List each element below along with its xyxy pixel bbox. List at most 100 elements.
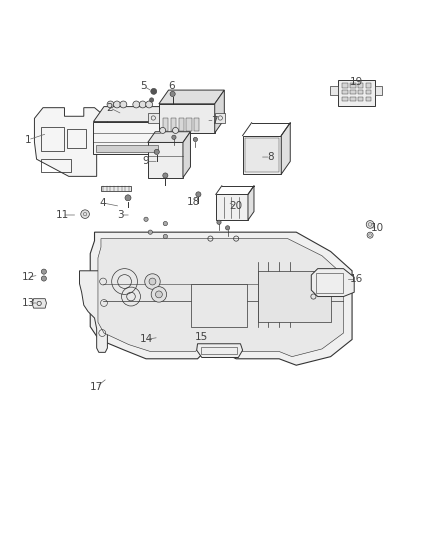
Bar <box>358 97 364 101</box>
Polygon shape <box>93 122 160 154</box>
Circle shape <box>367 232 373 238</box>
Text: 1: 1 <box>25 135 31 145</box>
Polygon shape <box>197 344 243 358</box>
Bar <box>358 83 364 87</box>
Polygon shape <box>159 90 224 104</box>
Text: 11: 11 <box>56 210 69 220</box>
Polygon shape <box>216 195 248 220</box>
Circle shape <box>163 221 167 225</box>
Circle shape <box>170 91 175 96</box>
Circle shape <box>144 217 148 221</box>
Text: 14: 14 <box>139 335 153 344</box>
Circle shape <box>107 101 114 108</box>
Circle shape <box>41 276 46 281</box>
Polygon shape <box>148 113 159 123</box>
Bar <box>41 127 64 151</box>
Bar <box>41 159 71 172</box>
Circle shape <box>155 291 162 298</box>
Polygon shape <box>79 271 116 352</box>
Bar <box>194 118 199 131</box>
Polygon shape <box>215 90 224 133</box>
Bar <box>95 145 158 152</box>
Bar <box>101 186 131 191</box>
Polygon shape <box>90 232 352 365</box>
Bar <box>350 83 356 87</box>
Bar <box>343 83 348 87</box>
Circle shape <box>217 220 221 224</box>
Polygon shape <box>159 104 215 133</box>
Circle shape <box>154 149 159 155</box>
Bar <box>187 118 191 131</box>
Polygon shape <box>183 132 191 177</box>
Bar <box>366 83 371 87</box>
Text: 19: 19 <box>350 77 363 87</box>
Text: 2: 2 <box>106 103 113 112</box>
Text: 5: 5 <box>141 81 147 91</box>
Circle shape <box>149 98 154 102</box>
Text: 4: 4 <box>100 198 106 208</box>
Circle shape <box>193 138 198 142</box>
Text: 15: 15 <box>195 332 208 342</box>
Circle shape <box>226 225 230 230</box>
Circle shape <box>146 101 152 108</box>
Circle shape <box>139 101 146 108</box>
Polygon shape <box>215 113 226 123</box>
Bar <box>330 86 338 95</box>
Circle shape <box>172 135 176 140</box>
Bar <box>201 347 237 354</box>
Bar <box>258 271 331 322</box>
Text: 20: 20 <box>230 201 243 212</box>
Circle shape <box>151 287 166 302</box>
Bar <box>67 129 86 149</box>
Circle shape <box>151 88 157 94</box>
Bar <box>350 90 356 94</box>
Text: 12: 12 <box>21 272 35 282</box>
Text: 9: 9 <box>143 156 149 166</box>
Text: 18: 18 <box>187 197 200 207</box>
Polygon shape <box>281 123 290 174</box>
Circle shape <box>149 278 156 285</box>
Bar <box>338 80 374 106</box>
Polygon shape <box>245 138 279 172</box>
Circle shape <box>113 101 120 108</box>
Circle shape <box>160 127 166 133</box>
Polygon shape <box>148 142 183 177</box>
Circle shape <box>120 101 127 108</box>
Text: 6: 6 <box>169 81 175 91</box>
Text: 13: 13 <box>21 298 35 308</box>
Circle shape <box>173 127 179 133</box>
Text: 16: 16 <box>350 274 363 285</box>
Text: 17: 17 <box>90 382 103 392</box>
Text: 10: 10 <box>371 223 385 233</box>
Bar <box>350 97 356 101</box>
Circle shape <box>196 192 201 197</box>
Text: 8: 8 <box>267 152 274 162</box>
Circle shape <box>133 101 140 108</box>
Circle shape <box>148 230 152 235</box>
Bar <box>366 90 371 94</box>
Bar <box>191 284 247 327</box>
Circle shape <box>163 173 168 178</box>
Polygon shape <box>243 135 281 174</box>
Bar <box>366 97 371 101</box>
Polygon shape <box>32 298 46 308</box>
Polygon shape <box>35 108 107 176</box>
Bar <box>343 97 348 101</box>
Circle shape <box>366 221 374 228</box>
Circle shape <box>163 235 167 239</box>
Bar <box>315 272 343 293</box>
Bar <box>358 90 364 94</box>
Text: 7: 7 <box>212 116 218 126</box>
Circle shape <box>125 195 131 201</box>
Bar <box>374 86 382 95</box>
Circle shape <box>41 269 46 274</box>
Polygon shape <box>160 107 170 154</box>
Bar <box>163 118 168 131</box>
Polygon shape <box>248 186 254 220</box>
Circle shape <box>145 274 160 289</box>
Polygon shape <box>93 107 170 122</box>
Polygon shape <box>148 132 191 142</box>
Bar <box>179 118 184 131</box>
Polygon shape <box>311 269 354 296</box>
Polygon shape <box>98 239 343 357</box>
